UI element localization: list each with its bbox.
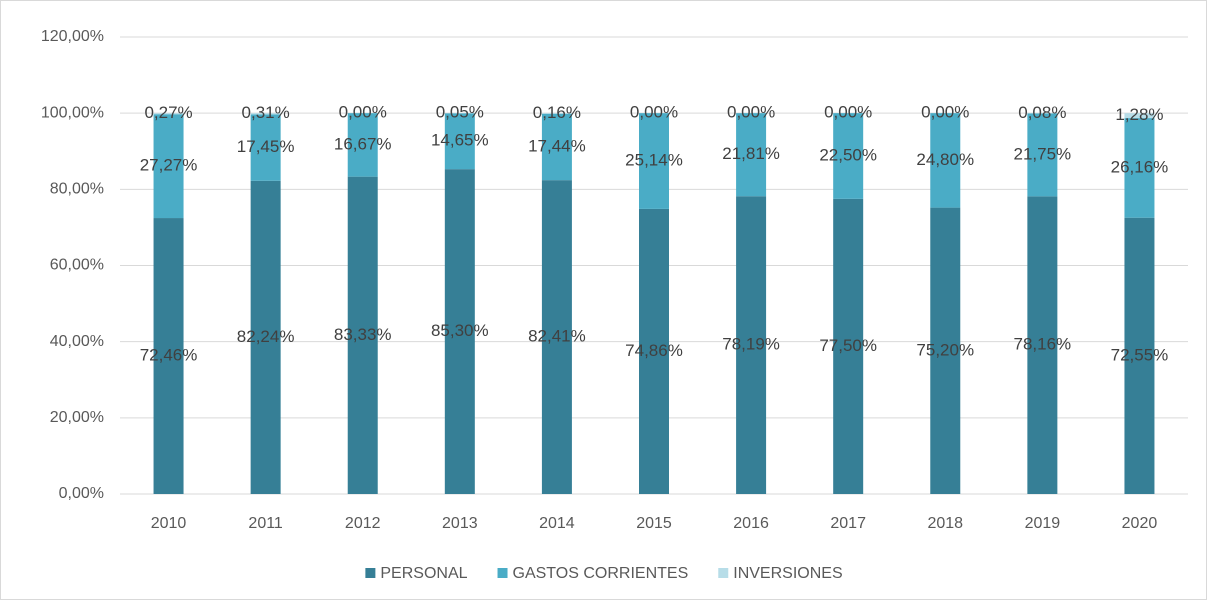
data-label: 0,31%: [242, 103, 290, 122]
data-label: 0,00%: [727, 103, 775, 122]
legend-swatch: [365, 568, 376, 578]
bar-segment: [736, 113, 767, 197]
x-tick-label: 2013: [442, 515, 478, 532]
y-tick-label: 100,00%: [41, 104, 104, 121]
data-label: 0,00%: [824, 103, 872, 122]
bar-segment: [250, 113, 281, 115]
x-tick-label: 2016: [733, 515, 769, 532]
data-label: 24,80%: [916, 150, 974, 169]
data-label: 74,86%: [625, 341, 683, 360]
y-tick-label: 80,00%: [50, 181, 104, 198]
x-tick-label: 2012: [345, 515, 381, 532]
data-label: 25,14%: [625, 151, 683, 170]
data-label: 17,45%: [237, 137, 295, 156]
bar-segment: [930, 113, 961, 208]
bar-segment: [639, 113, 669, 209]
bar-segment: [347, 113, 378, 177]
bar-segment: [444, 113, 475, 170]
y-tick-label: 60,00%: [50, 257, 104, 274]
bar-segment: [444, 169, 475, 494]
data-label: 27,27%: [140, 156, 198, 175]
legend-label: GASTOS CORRIENTES: [513, 565, 689, 582]
data-label: 0,00%: [630, 103, 678, 122]
x-tick-label: 2010: [151, 515, 187, 532]
x-tick-label: 2014: [539, 515, 575, 532]
data-label: 72,46%: [140, 346, 198, 365]
x-tick-label: 2015: [636, 515, 672, 532]
data-label: 0,00%: [339, 103, 387, 122]
legend-label: PERSONAL: [380, 565, 467, 582]
bar-segment: [250, 180, 281, 494]
x-tick-label: 2011: [248, 515, 283, 532]
data-label: 21,81%: [722, 144, 780, 163]
bar-segment: [930, 207, 961, 494]
bar-segment: [1124, 118, 1155, 218]
bar-segment: [1124, 217, 1155, 494]
bar-segment: [153, 113, 184, 115]
bar-segment: [833, 198, 864, 494]
y-tick-label: 120,00%: [41, 28, 104, 45]
bar-segment: [153, 114, 184, 219]
bar-segment: [1027, 113, 1058, 197]
data-label: 16,67%: [334, 134, 392, 153]
bar-segment: [347, 176, 378, 494]
legend-swatch: [497, 568, 508, 578]
x-tick-label: 2017: [830, 515, 866, 532]
data-label: 72,55%: [1111, 345, 1169, 364]
data-label: 75,20%: [916, 340, 974, 359]
y-tick-label: 40,00%: [50, 333, 104, 350]
data-label: 0,16%: [533, 103, 581, 122]
x-tick-label: 2020: [1122, 515, 1158, 532]
data-label: 14,65%: [431, 131, 489, 150]
x-tick-label: 2019: [1025, 515, 1061, 532]
bar-segment: [833, 113, 864, 199]
bar-segment: [736, 196, 767, 494]
bar-segment: [639, 208, 669, 494]
legend-swatch: [718, 568, 729, 578]
data-label: 77,50%: [819, 336, 877, 355]
y-tick-label: 20,00%: [50, 409, 104, 426]
data-label: 82,41%: [528, 327, 586, 346]
data-label: 82,24%: [237, 327, 295, 346]
data-label: 83,33%: [334, 325, 392, 344]
data-label: 0,05%: [436, 103, 484, 122]
data-label: 26,16%: [1111, 157, 1169, 176]
bar-segment: [541, 113, 572, 114]
x-tick-label: 2018: [927, 515, 963, 532]
data-label: 0,08%: [1018, 103, 1066, 122]
data-label: 0,27%: [144, 103, 192, 122]
data-label: 0,00%: [921, 103, 969, 122]
bar-segment: [1124, 113, 1155, 119]
bar-segment: [541, 113, 572, 181]
data-label: 17,44%: [528, 136, 586, 155]
data-label: 21,75%: [1014, 144, 1072, 163]
data-label: 78,19%: [722, 335, 780, 354]
bar-segment: [250, 114, 281, 181]
data-label: 85,30%: [431, 321, 489, 340]
bar-segment: [1027, 196, 1058, 494]
data-label: 78,16%: [1014, 335, 1072, 354]
data-label: 22,50%: [819, 145, 877, 164]
y-tick-label: 0,00%: [59, 485, 104, 502]
bar-segment: [153, 218, 184, 495]
legend-label: INVERSIONES: [733, 565, 842, 582]
data-label: 1,28%: [1115, 105, 1163, 124]
bar-segment: [541, 180, 572, 494]
